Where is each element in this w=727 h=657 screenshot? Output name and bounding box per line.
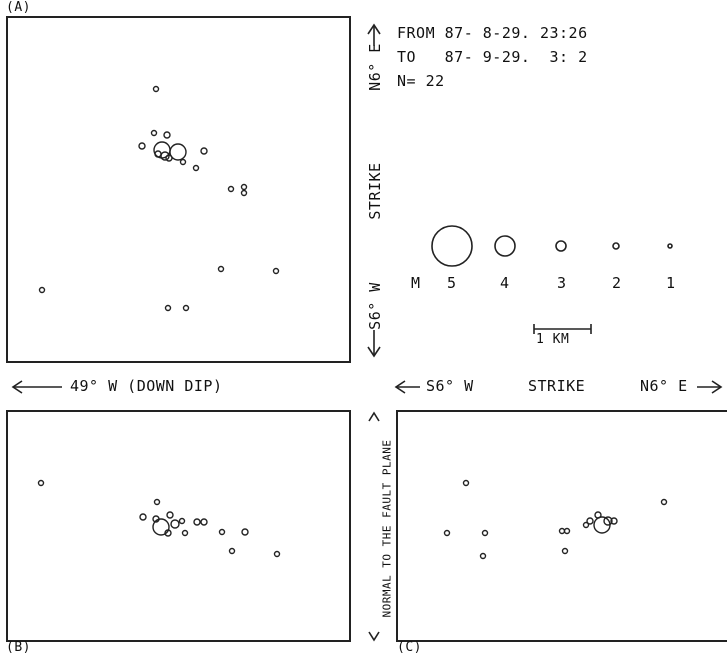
- magnitude-level-3: 3: [557, 274, 567, 292]
- panel-c-events: [443, 479, 668, 560]
- time-range-to: TO 87- 9-29. 3: 2: [397, 48, 588, 66]
- panel-b-label: (B): [6, 640, 31, 655]
- axis-label-strike-horizontal: STRIKE: [528, 377, 586, 395]
- magnitude-level-2: 2: [612, 274, 622, 292]
- scale-bar-label: 1 KM: [536, 332, 570, 347]
- axis-label-s6w-bottom: S6° W: [426, 377, 474, 395]
- axis-label-down-dip: 49° W (DOWN DIP): [70, 377, 223, 395]
- magnitude-level-4: 4: [500, 274, 510, 292]
- panel-a-label: (A): [6, 0, 31, 15]
- panel-c-label: (C): [397, 640, 422, 655]
- magnitude-level-1: 1: [666, 274, 676, 292]
- panel-b-events: [37, 479, 281, 558]
- event-count: N= 22: [397, 72, 445, 90]
- panel-a-events: [38, 85, 280, 312]
- time-range-from: FROM 87- 8-29. 23:26: [397, 24, 588, 42]
- magnitude-level-5: 5: [447, 274, 457, 292]
- axis-label-n6e-bottom: N6° E: [640, 377, 688, 395]
- panel-b-map: [6, 410, 351, 642]
- panel-a-map: [6, 16, 351, 363]
- panel-c-map: [396, 410, 727, 642]
- magnitude-prefix: M: [411, 274, 421, 292]
